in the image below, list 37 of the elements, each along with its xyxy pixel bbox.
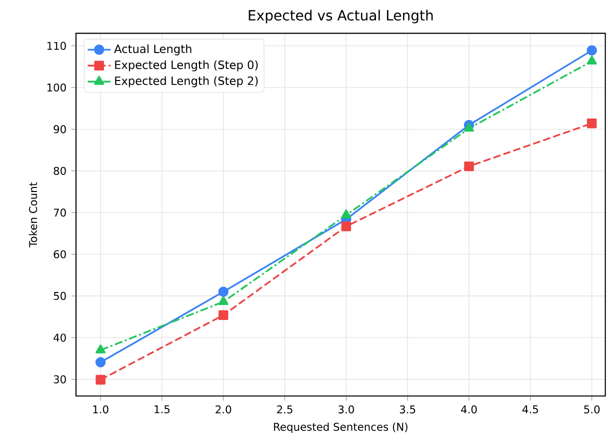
legend-label: Actual Length: [114, 44, 192, 56]
point: [96, 374, 106, 385]
x-tick-label: 4.5: [522, 405, 538, 414]
point: [341, 209, 352, 218]
legend-label: Expected Length (Step 0): [115, 60, 258, 72]
y-tick-label: 70: [54, 208, 66, 217]
y-tick-label: 50: [54, 292, 66, 300]
point: [464, 122, 474, 132]
y-tick-label: 90: [54, 125, 66, 134]
x-tick-label: 1.5: [154, 405, 170, 414]
x-tick-label: 3.5: [400, 405, 416, 414]
chart-title: Expected vs Actual Length: [248, 10, 433, 24]
x-tick-label: 2.0: [216, 405, 232, 414]
x-axis-title: Requested Sentences (N): [274, 422, 408, 433]
point: [586, 118, 597, 128]
x-tick-label: 1.0: [93, 405, 108, 414]
y-tick-label: 80: [54, 166, 66, 175]
point: [586, 56, 597, 65]
x-tick-label: 5.0: [584, 405, 600, 414]
y-axis-title: Token Count: [28, 182, 38, 248]
point: [218, 310, 228, 320]
point: [218, 286, 229, 297]
y-tick-label: 60: [54, 250, 66, 258]
y-tick-label: 30: [54, 375, 66, 384]
point: [464, 161, 474, 172]
point: [95, 357, 106, 368]
y-tick-label: 40: [54, 334, 66, 342]
x-tick-label: 3.0: [338, 405, 354, 414]
x-tick-label: 2.5: [277, 405, 292, 414]
legend-label: Expected Length (Step 2): [115, 76, 258, 88]
point: [586, 45, 597, 56]
x-tick-label: 4.0: [461, 405, 477, 414]
point: [96, 344, 106, 354]
y-tick-label: 110: [47, 42, 66, 50]
y-tick-label: 100: [47, 83, 66, 92]
point: [218, 296, 228, 306]
point: [341, 221, 352, 232]
